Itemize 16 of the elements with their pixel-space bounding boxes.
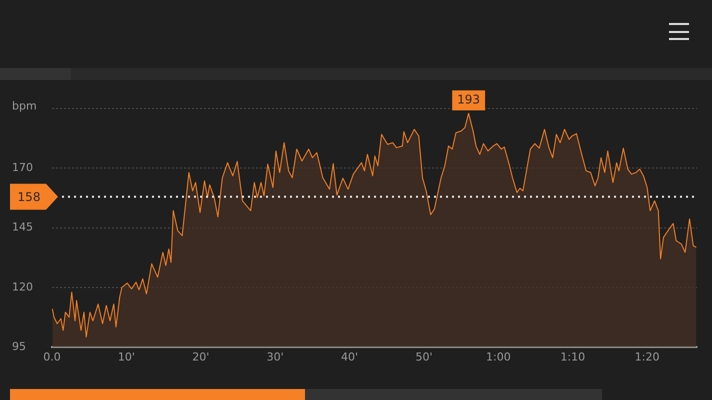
x-tick-label: 20' (192, 350, 210, 364)
ref-line-label: 158 (18, 190, 40, 204)
x-tick-label: 0.0 (43, 350, 61, 364)
annotation: 193 (457, 92, 480, 106)
x-tick-label: 10' (118, 350, 135, 364)
y-tick-label: 95 (12, 340, 26, 353)
x-tick-label: 30' (266, 350, 284, 364)
x-tick-label: 40' (341, 350, 358, 364)
y-tick-label: 170 (12, 161, 33, 174)
y-tick-label: 145 (12, 220, 33, 234)
x-tick-label: 50' (415, 350, 432, 364)
y-tick-label: 120 (12, 280, 33, 294)
x-tick-label: 1:10 (560, 350, 586, 364)
x-tick-label: 1:00 (486, 350, 511, 364)
x-tick-label: 1:20 (634, 350, 660, 364)
y-axis-title: bpm (12, 99, 37, 112)
